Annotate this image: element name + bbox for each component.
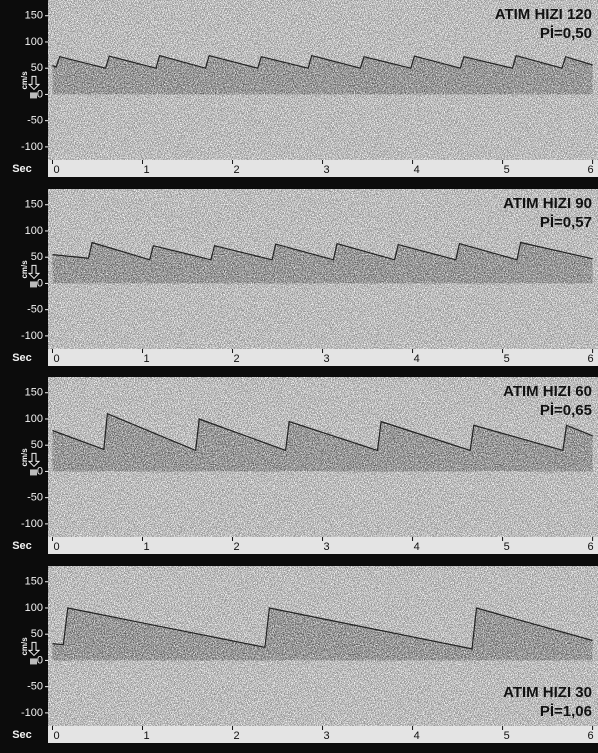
x-tick-label: 0 (54, 730, 60, 742)
x-axis-label: Sec (12, 163, 32, 175)
y-tick-label: 50 (31, 62, 43, 74)
y-tick-label: 100 (25, 602, 43, 614)
doppler-panel: -100 -50 0 50 100 150 0 1 2 3 4 5 6 Sec cm/s ATIM HIZI … (0, 377, 598, 554)
baseline-marker (27, 264, 41, 280)
x-tick-label: 4 (414, 164, 420, 176)
y-tick-label: -50 (27, 492, 43, 504)
x-tick-label: 1 (144, 353, 150, 365)
x-tick-label: 5 (504, 541, 510, 553)
x-tick-label: 0 (54, 353, 60, 365)
baseline-marker (27, 452, 41, 468)
spectrum-fill (52, 608, 593, 661)
y-tick-label: -50 (27, 304, 43, 316)
y-tick-label: 50 (31, 439, 43, 451)
y-tick-label: 100 (25, 36, 43, 48)
x-tick-label: 0 (54, 541, 60, 553)
y-tick-label: 150 (25, 10, 43, 22)
spectrum-envelope (52, 241, 593, 261)
y-tick-label: 0 (37, 654, 43, 666)
x-tick-label: 2 (234, 353, 240, 365)
x-tick-label: 6 (587, 353, 593, 365)
spectrum-envelope (52, 607, 593, 650)
x-tick-label: 5 (504, 353, 510, 365)
x-tick-label: 5 (504, 164, 510, 176)
baseline-marker (30, 469, 37, 476)
y-axis-unit: cm/s (20, 260, 29, 279)
y-tick-label: 100 (25, 225, 43, 237)
annotation: Pİ=0,57 (540, 214, 592, 231)
x-tick-label: 5 (504, 730, 510, 742)
x-tick-label: 1 (144, 730, 150, 742)
x-axis-label: Sec (12, 352, 32, 364)
x-axis-label: Sec (12, 540, 32, 552)
y-tick-label: -100 (21, 707, 43, 719)
doppler-panel: -100 -50 0 50 100 150 0 1 2 3 4 5 6 Sec cm/s ATIM HIZI … (0, 189, 598, 366)
baseline-marker (30, 92, 37, 99)
x-tick-label: 4 (414, 353, 420, 365)
y-tick-label: -100 (21, 518, 43, 530)
axis-strip (0, 0, 48, 177)
y-tick-label: 50 (31, 628, 43, 640)
baseline-marker (27, 75, 41, 91)
x-tick-label: 6 (587, 164, 593, 176)
y-tick-label: -50 (27, 115, 43, 127)
x-tick-label: 2 (234, 164, 240, 176)
annotation: Pİ=0,50 (540, 25, 592, 42)
y-tick-label: -50 (27, 681, 43, 693)
x-tick-label: 3 (324, 164, 330, 176)
annotation: ATIM HIZI 60 (503, 383, 592, 400)
x-tick-label: 6 (587, 541, 593, 553)
x-tick-label: 2 (234, 541, 240, 553)
baseline-marker (30, 658, 37, 665)
x-axis-label: Sec (12, 729, 32, 741)
time-strip (48, 349, 598, 366)
spectrum-fill (52, 413, 593, 472)
x-tick-label: 1 (144, 541, 150, 553)
x-tick-label: 4 (414, 730, 420, 742)
x-tick-label: 0 (54, 164, 60, 176)
y-axis-unit: cm/s (20, 71, 29, 90)
annotation: ATIM HIZI 120 (495, 6, 592, 23)
y-axis-unit: cm/s (20, 448, 29, 467)
x-tick-label: 4 (414, 541, 420, 553)
y-tick-label: 150 (25, 387, 43, 399)
baseline-marker (30, 281, 37, 288)
axis-strip (0, 189, 48, 366)
time-strip (48, 160, 598, 177)
baseline-marker (27, 641, 41, 657)
annotation: ATIM HIZI 90 (503, 195, 592, 212)
spectrum-envelope (52, 54, 593, 69)
y-tick-label: 150 (25, 199, 43, 211)
x-tick-label: 3 (324, 353, 330, 365)
annotation: Pİ=1,06 (540, 703, 592, 720)
x-tick-label: 6 (587, 730, 593, 742)
axis-strip (0, 377, 48, 554)
annotation: Pİ=0,65 (540, 402, 592, 419)
y-tick-label: 0 (37, 88, 43, 100)
y-tick-label: 0 (37, 465, 43, 477)
doppler-panel: -100 -50 0 50 100 150 0 1 2 3 4 5 6 Sec cm/s ATIM HIZI … (0, 566, 598, 743)
y-tick-label: 0 (37, 277, 43, 289)
y-tick-label: -100 (21, 330, 43, 342)
y-tick-label: 100 (25, 413, 43, 425)
time-strip (48, 537, 598, 554)
x-tick-label: 3 (324, 730, 330, 742)
time-strip (48, 726, 598, 743)
doppler-panel: -100 -50 0 50 100 150 0 1 2 3 4 5 6 Sec cm/s ATIM HIZI … (0, 0, 598, 177)
y-tick-label: 150 (25, 576, 43, 588)
y-tick-label: 50 (31, 251, 43, 263)
y-tick-label: -100 (21, 141, 43, 153)
x-tick-label: 1 (144, 164, 150, 176)
x-tick-label: 2 (234, 730, 240, 742)
spectrum-envelope (52, 412, 593, 452)
x-tick-label: 3 (324, 541, 330, 553)
spectrum-fill (52, 55, 593, 95)
annotation: ATIM HIZI 30 (503, 684, 592, 701)
axis-strip (0, 566, 48, 743)
y-axis-unit: cm/s (20, 637, 29, 656)
